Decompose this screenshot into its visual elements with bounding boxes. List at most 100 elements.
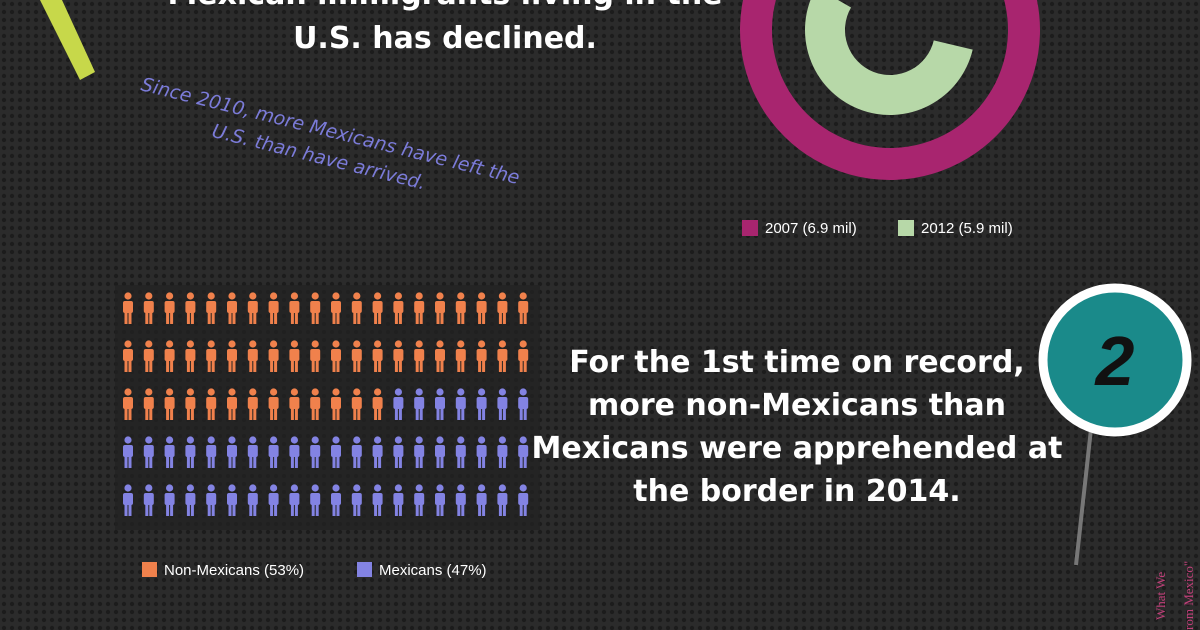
icon-head <box>498 484 506 492</box>
icon-head <box>166 484 174 492</box>
icon-leg <box>336 408 340 420</box>
icon-leg <box>274 456 278 468</box>
fact-line: For the 1st time on record, <box>569 345 1024 380</box>
icon-head <box>124 292 132 300</box>
icon-head <box>457 484 465 492</box>
icon-body <box>435 301 445 313</box>
icon-head <box>519 436 527 444</box>
icon-body <box>123 301 133 313</box>
icon-leg <box>353 456 357 468</box>
icon-body <box>518 397 529 409</box>
icon-body <box>331 301 341 313</box>
headline: Mexican immigrants living in the <box>167 0 722 12</box>
icon-head <box>519 340 527 348</box>
icon-body <box>476 301 487 313</box>
icon-body <box>393 301 404 313</box>
icon-body <box>123 349 133 361</box>
icon-leg <box>166 360 170 372</box>
icon-leg <box>253 408 257 420</box>
fact-line: Mexicans were apprehended at <box>532 431 1063 466</box>
icon-head <box>145 388 153 396</box>
icon-leg <box>482 312 486 324</box>
icon-head <box>415 292 423 300</box>
icon-body <box>268 397 279 409</box>
icon-head <box>270 292 278 300</box>
icon-head <box>186 436 194 444</box>
icon-leg <box>170 408 174 420</box>
icon-leg <box>149 504 153 516</box>
icon-leg <box>461 312 465 324</box>
icon-body <box>372 493 383 505</box>
icon-body <box>351 397 362 409</box>
icon-head <box>228 292 236 300</box>
icon-leg <box>440 456 444 468</box>
icon-head <box>186 292 194 300</box>
icon-leg <box>478 360 482 372</box>
icon-leg <box>357 504 361 516</box>
icon-leg <box>315 312 319 324</box>
icon-body <box>455 349 466 361</box>
icon-body <box>206 445 217 457</box>
icon-head <box>394 484 402 492</box>
icon-head <box>124 484 132 492</box>
icon-body <box>143 349 154 361</box>
icon-leg <box>270 408 274 420</box>
icon-leg <box>523 456 527 468</box>
icon-head <box>145 484 153 492</box>
icon-body <box>497 445 508 457</box>
icon-body <box>268 445 279 457</box>
icon-body <box>247 493 258 505</box>
icon-leg <box>249 504 253 516</box>
icon-body <box>227 397 237 409</box>
icon-leg <box>311 456 315 468</box>
icon-leg <box>190 408 194 420</box>
icon-leg <box>378 504 382 516</box>
fact-line: the border in 2014. <box>633 474 960 509</box>
icon-head <box>415 388 423 396</box>
icon-leg <box>332 312 336 324</box>
icon-head <box>290 340 298 348</box>
icon-head <box>249 340 257 348</box>
icon-body <box>372 445 383 457</box>
icon-leg <box>249 456 253 468</box>
icon-leg <box>166 456 170 468</box>
icon-body <box>206 397 217 409</box>
icon-body <box>185 493 196 505</box>
icon-head <box>249 292 257 300</box>
icon-leg <box>419 408 423 420</box>
icon-body <box>227 349 237 361</box>
icon-leg <box>498 360 502 372</box>
icon-head <box>332 340 340 348</box>
icon-leg <box>311 360 315 372</box>
icon-leg <box>190 312 194 324</box>
icon-leg <box>128 360 132 372</box>
icon-leg <box>228 312 232 324</box>
icon-head <box>270 340 278 348</box>
icon-head <box>353 292 361 300</box>
icon-body <box>123 397 133 409</box>
legend-label: Mexicans (47%) <box>379 562 487 579</box>
icon-leg <box>186 504 190 516</box>
icon-leg <box>145 312 149 324</box>
icon-body <box>143 301 154 313</box>
icon-leg <box>290 408 294 420</box>
icon-leg <box>523 360 527 372</box>
side-note-line: What We <box>1153 572 1168 620</box>
icon-leg <box>124 456 128 468</box>
icon-leg <box>415 408 419 420</box>
icon-head <box>478 484 486 492</box>
icon-head <box>228 340 236 348</box>
icon-body <box>455 301 466 313</box>
icon-leg <box>419 456 423 468</box>
icon-head <box>332 484 340 492</box>
icon-leg <box>332 504 336 516</box>
icon-leg <box>249 312 253 324</box>
icon-body <box>247 301 258 313</box>
icon-leg <box>378 456 382 468</box>
icon-leg <box>294 312 298 324</box>
icon-head <box>124 436 132 444</box>
icon-leg <box>440 408 444 420</box>
icon-leg <box>357 312 361 324</box>
icon-head <box>394 436 402 444</box>
